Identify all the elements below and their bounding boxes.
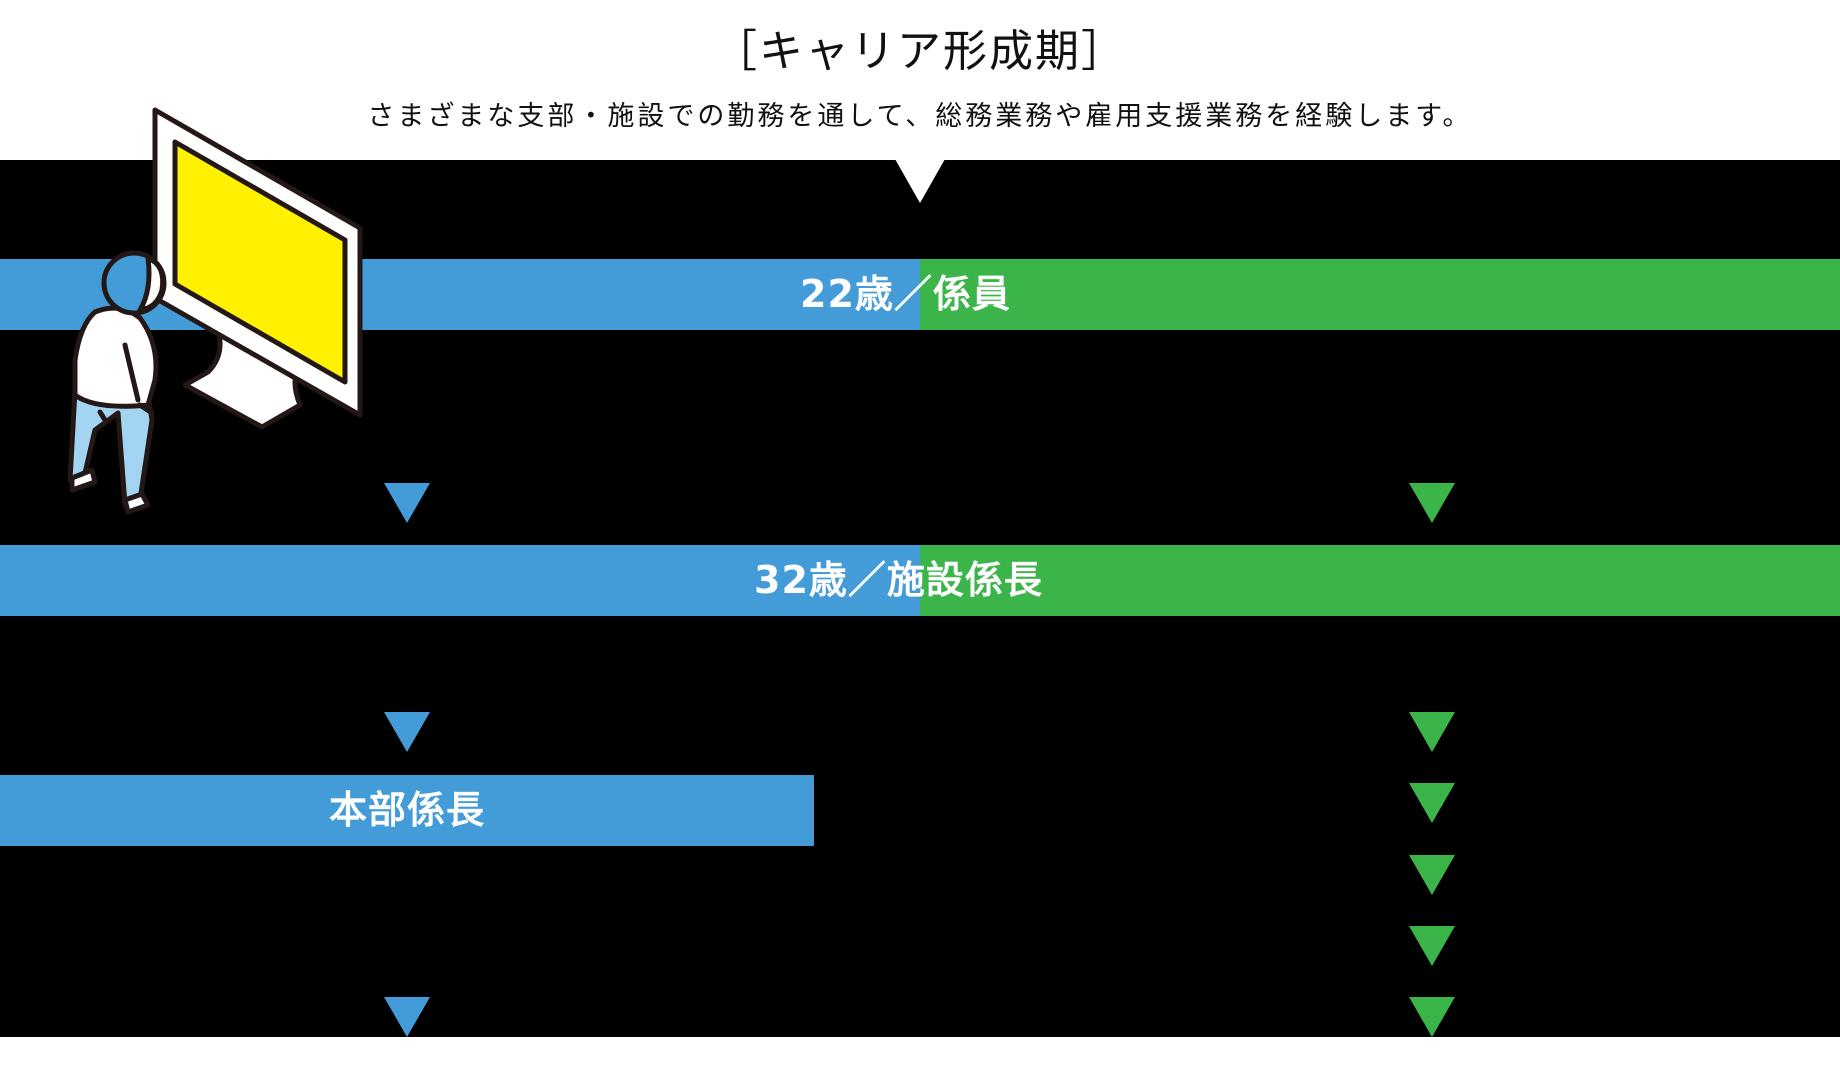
page-title: ［キャリア形成期］ xyxy=(713,26,1127,77)
green-down-arrow-icon xyxy=(1409,712,1455,752)
stage-bar-honbu: 本部係長 xyxy=(0,775,814,846)
stage-label: 32歳／施設係長 xyxy=(754,558,1043,602)
green-down-arrow-icon xyxy=(1409,997,1455,1037)
stage-bar-32: 32歳／施設係長 xyxy=(0,545,1840,616)
blue-down-arrow-icon xyxy=(384,483,430,523)
page-subtitle: さまざまな支部・施設での勤務を通して、総務業務や雇用支援業務を経験します。 xyxy=(367,101,1473,132)
green-track-segment xyxy=(920,259,1840,330)
green-down-arrow-icon xyxy=(1409,926,1455,966)
green-down-arrow-icon xyxy=(1409,483,1455,523)
blue-down-arrow-icon xyxy=(384,997,430,1037)
green-down-arrow-icon xyxy=(1409,783,1455,823)
pointer-notch-icon xyxy=(895,159,945,203)
person-monitor-illustration-icon xyxy=(67,107,363,515)
blue-track-segment xyxy=(0,545,920,616)
blue-down-arrow-icon xyxy=(384,712,430,752)
green-track-segment xyxy=(920,545,1840,616)
green-down-arrow-icon xyxy=(1409,855,1455,895)
stage-label: 本部係長 xyxy=(328,788,485,832)
stage-label: 22歳／係員 xyxy=(800,272,1011,316)
